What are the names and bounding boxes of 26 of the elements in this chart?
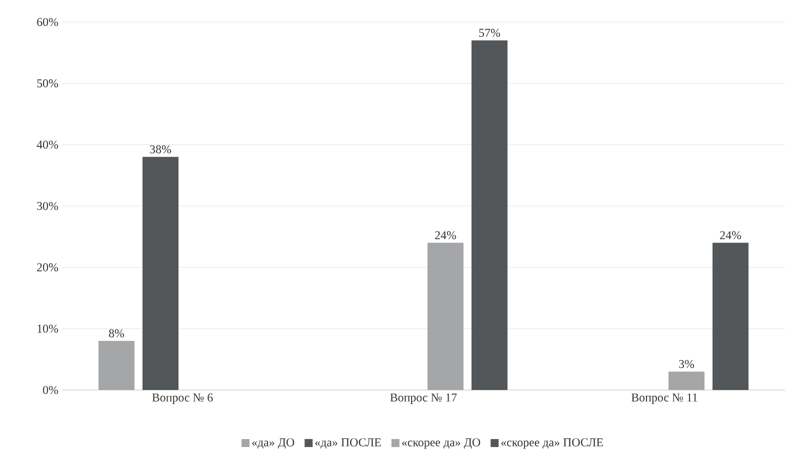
y-tick-label: 60%	[37, 18, 58, 26]
data-label: 3%	[679, 360, 694, 368]
data-label: 38%	[150, 145, 172, 154]
y-tick-label: 50%	[37, 79, 58, 88]
y-tick-label: 10%	[38, 324, 58, 333]
data-label: 57%	[479, 28, 500, 37]
legend-label: «да» ДО	[252, 438, 294, 449]
bar	[142, 156, 178, 390]
bar	[98, 340, 134, 390]
legend-label: «скорее да» ПОСЛЕ	[501, 438, 603, 449]
y-tick-label: 40%	[36, 140, 58, 149]
legend-label: «скорее да» ДО	[402, 438, 480, 449]
x-tick-label: Вопрос № 11	[631, 394, 698, 404]
data-label: 8%	[108, 329, 124, 338]
bar	[472, 40, 508, 390]
bar	[428, 242, 464, 390]
y-tick-label: 0%	[42, 386, 58, 394]
bar	[668, 372, 705, 390]
y-tick-label: 30%	[37, 202, 58, 210]
data-label: 24%	[435, 231, 456, 240]
data-label: 24%	[720, 231, 742, 240]
bar	[712, 242, 749, 390]
legend-label: «да» ПОСЛЕ	[315, 438, 381, 449]
x-tick-label: Вопрос № 6	[152, 394, 213, 404]
y-tick-label: 20%	[37, 263, 58, 272]
x-tick-label: Вопрос № 17	[390, 394, 457, 404]
